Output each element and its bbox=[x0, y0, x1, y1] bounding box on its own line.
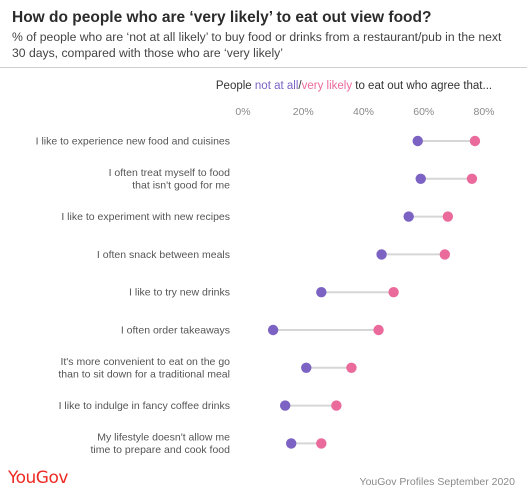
legend-prefix: People bbox=[216, 80, 255, 92]
point-very-likely bbox=[331, 400, 342, 411]
category-label-line: It's more convenient to eat on the go bbox=[60, 356, 230, 368]
source-note: YouGov Profiles September 2020 bbox=[359, 476, 515, 488]
category-label-line: time to prepare and cook food bbox=[90, 444, 230, 456]
category-label: It's more convenient to eat on the go tha… bbox=[58, 356, 230, 381]
category-label-line: I often snack between meals bbox=[97, 249, 230, 261]
point-very-likely bbox=[373, 324, 384, 336]
legend-very-likely: very likely bbox=[302, 80, 353, 92]
legend: People not at all/very likely to eat out… bbox=[216, 80, 492, 92]
point-very-likely bbox=[316, 438, 327, 449]
chart-row: I often treat myself to food that isn't g… bbox=[109, 167, 478, 192]
chart-title: How do people who are ‘very likely’ to e… bbox=[12, 9, 432, 26]
point-not-at-all bbox=[412, 135, 423, 147]
category-label-line: I like to experience new food and cuisin… bbox=[36, 136, 230, 148]
point-not-at-all bbox=[403, 211, 414, 222]
chart-row: I like to experience new food and cuisin… bbox=[36, 136, 481, 148]
legend-suffix: to eat out who agree that... bbox=[352, 80, 492, 92]
category-label-line: I like to experiment with new recipes bbox=[61, 211, 230, 223]
chart-row: I like to indulge in fancy coffee drinks bbox=[59, 400, 342, 412]
chart-row: I often order takeaways bbox=[121, 325, 384, 337]
chart-row: I like to experiment with new recipes bbox=[61, 211, 454, 223]
legend-separator: / bbox=[298, 80, 302, 92]
x-tick-label: 20% bbox=[293, 106, 314, 118]
point-very-likely bbox=[439, 249, 451, 260]
category-label: I like to indulge in fancy coffee drinks bbox=[59, 400, 230, 412]
point-not-at-all bbox=[415, 173, 426, 184]
chart-rows: I like to experience new food and cuisin… bbox=[36, 136, 481, 457]
point-very-likely bbox=[469, 135, 481, 147]
yougov-logo: YouGov bbox=[8, 468, 68, 488]
dumbbell-chart: People not at all/very likely to eat out… bbox=[36, 80, 495, 457]
category-label: I like to experience new food and cuisin… bbox=[36, 136, 230, 148]
header-divider bbox=[0, 67, 527, 68]
category-label-line: My lifestyle doesn't allow me bbox=[97, 432, 230, 444]
category-label-line: I like to indulge in fancy coffee drinks bbox=[59, 400, 230, 412]
point-not-at-all bbox=[286, 438, 297, 449]
legend-not-at-all: not at all bbox=[255, 80, 298, 92]
point-not-at-all bbox=[279, 400, 291, 411]
point-very-likely bbox=[388, 287, 399, 298]
point-very-likely bbox=[346, 362, 357, 373]
x-tick-label: 40% bbox=[353, 106, 374, 118]
category-label-line: I like to try new drinks bbox=[129, 287, 230, 299]
point-not-at-all bbox=[316, 287, 327, 298]
point-very-likely bbox=[442, 211, 454, 222]
chart-row: I like to try new drinks bbox=[129, 287, 399, 299]
category-label-line: I often treat myself to food bbox=[109, 167, 231, 179]
point-not-at-all bbox=[301, 362, 312, 373]
point-not-at-all bbox=[376, 249, 387, 260]
category-label: I like to try new drinks bbox=[129, 287, 230, 299]
x-tick-label: 80% bbox=[473, 106, 494, 118]
x-tick-label: 0% bbox=[235, 106, 250, 118]
header: How do people who are ‘very likely’ to e… bbox=[0, 0, 527, 61]
chart-row: My lifestyle doesn't allow me time to pre… bbox=[90, 432, 327, 457]
category-label: I like to experiment with new recipes bbox=[61, 211, 230, 223]
point-not-at-all bbox=[267, 324, 279, 336]
chart-subtitle: % of people who are ‘not at all likely’ … bbox=[12, 30, 502, 60]
category-label: My lifestyle doesn't allow me time to pre… bbox=[90, 432, 230, 457]
category-label-line: I often order takeaways bbox=[121, 325, 230, 337]
category-label: I often snack between meals bbox=[97, 249, 230, 261]
x-tick-label: 60% bbox=[413, 106, 434, 118]
category-label-line: than to sit down for a traditional meal bbox=[58, 369, 230, 381]
chart-row: It's more convenient to eat on the go tha… bbox=[58, 356, 357, 381]
category-label: I often order takeaways bbox=[121, 325, 230, 337]
category-label: I often treat myself to food that isn't g… bbox=[109, 167, 231, 192]
chart-row: I often snack between meals bbox=[97, 249, 451, 261]
x-axis: 0% 20% 40% 60% 80% bbox=[235, 106, 494, 118]
category-label-line: that isn't good for me bbox=[132, 180, 230, 192]
point-very-likely bbox=[466, 173, 478, 184]
